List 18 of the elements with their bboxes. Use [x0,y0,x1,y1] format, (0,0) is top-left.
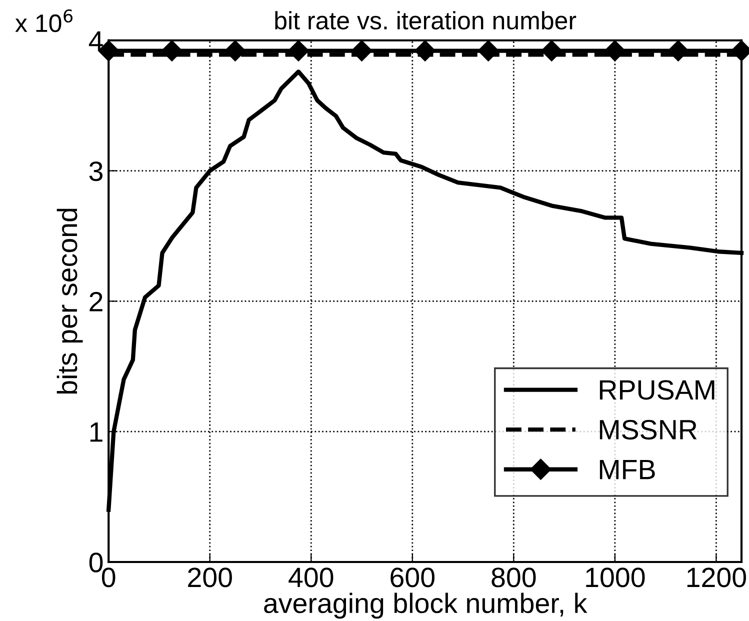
x-tick-label: 600 [390,568,434,588]
y-tick-label: 0 [89,552,103,572]
y-tick-label: 3 [89,161,103,182]
legend-label: MFB [600,460,655,480]
y-tick-label: 1 [90,422,102,442]
y-tick-label: 2 [90,292,102,312]
x-tick-label: 400 [288,568,334,588]
x-tick-label: 1200 [687,568,746,588]
text: x 10$^{6}$ [15,9,73,32]
y-tick-label: 4 [88,31,103,50]
legend-label: RPUSAM [600,380,714,400]
chart-title: bit rate vs. iteration number [275,11,576,30]
x-tick-label: 200 [188,568,232,588]
legend-label: MSSNR [600,420,697,440]
y-axis-title: bits per second [56,208,83,394]
x-axis-title: averaging block number, k [264,592,588,619]
x-tick-label: 1000 [586,568,645,588]
x-tick-label: 800 [492,568,536,588]
